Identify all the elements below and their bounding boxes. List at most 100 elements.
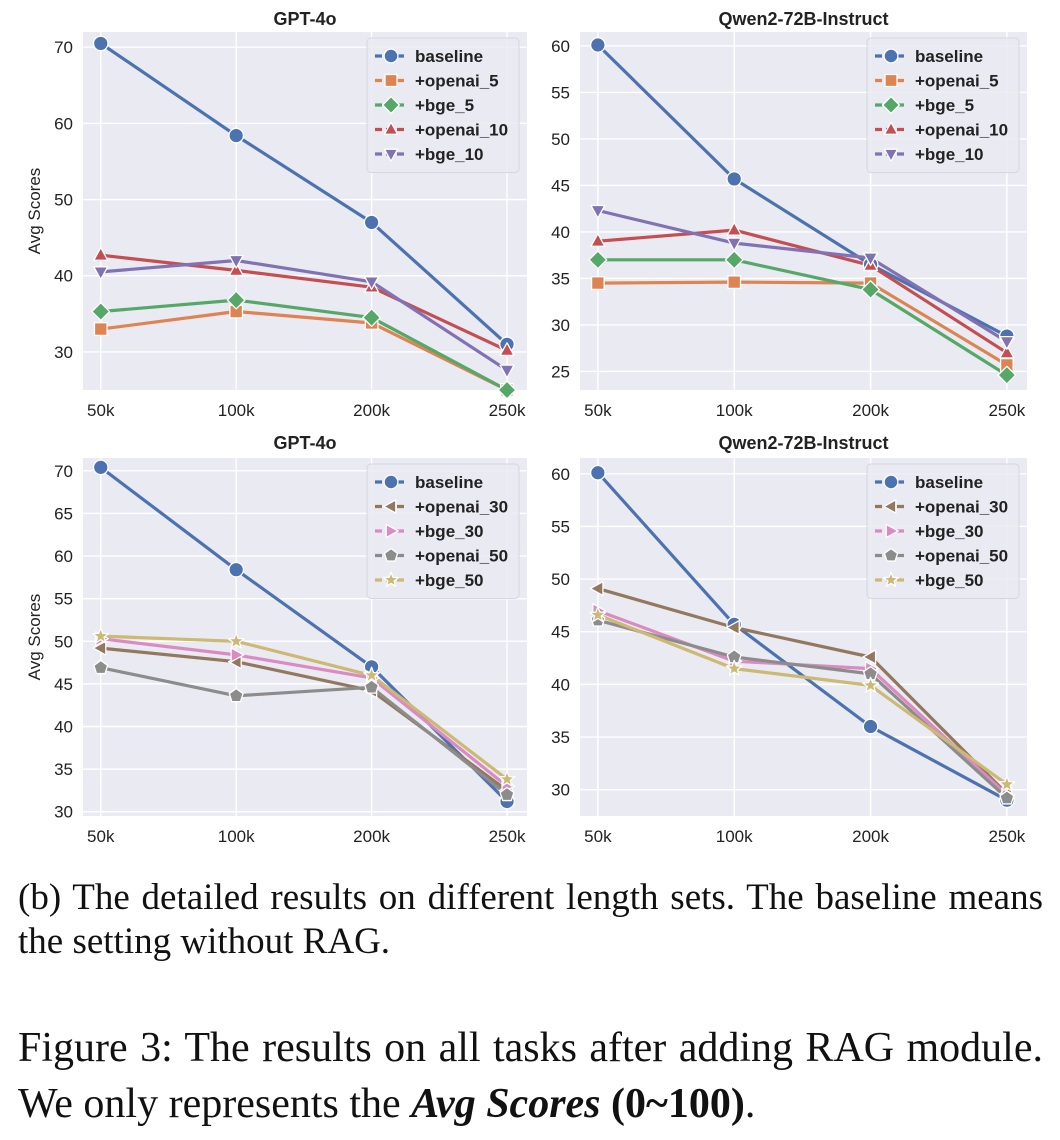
y-tick-label: 30	[54, 343, 73, 362]
legend-label-openai-10: +openai_10	[415, 121, 508, 140]
legend-marker-baseline	[383, 474, 399, 490]
legend-label-openai-5: +openai_5	[915, 72, 999, 91]
figure-caption-range: (0~100)	[611, 1081, 745, 1127]
series-line-baseline	[99, 465, 509, 804]
y-tick-label: 60	[551, 37, 570, 56]
legend-label-bge-30: +bge_30	[415, 522, 484, 541]
x-tick-label: 200k	[353, 401, 390, 420]
legend-label-baseline: baseline	[415, 473, 483, 492]
data-point-bge-50	[862, 676, 879, 693]
data-point-bge-50	[363, 666, 381, 683]
figure-caption-emphasis: Avg Scores	[411, 1081, 601, 1127]
y-tick-label: 45	[551, 176, 570, 195]
y-tick-label: 35	[551, 269, 570, 288]
data-point-baseline	[726, 171, 743, 187]
y-tick-label: 70	[54, 38, 73, 57]
data-point-bge-5	[91, 302, 111, 322]
series-line-bge-5	[99, 298, 509, 392]
chart-title: Qwen2-72B-Instruct	[718, 9, 888, 29]
y-tick-label: 40	[551, 675, 570, 694]
y-axis-label: Avg Scores	[25, 594, 44, 681]
data-point-openai-30	[726, 619, 740, 636]
x-tick-label: 250k	[489, 401, 526, 420]
y-tick-label: 60	[551, 465, 570, 484]
data-point-bge-5	[226, 290, 246, 310]
data-point-bge-10	[726, 237, 742, 252]
data-point-openai-30	[92, 640, 107, 656]
legend-label-bge-10: +bge_10	[415, 145, 484, 164]
x-tick-label: 100k	[218, 827, 255, 846]
data-point-bge-10	[499, 364, 515, 379]
y-tick-label: 60	[54, 547, 73, 566]
x-tick-label: 50k	[584, 401, 612, 420]
data-point-openai-50	[364, 679, 380, 694]
series-line-baseline	[99, 41, 509, 346]
data-point-openai-10	[499, 342, 515, 357]
data-point-bge-10	[862, 252, 879, 267]
chart-panel-2: 25 30 35 40 45 50 55 60 50k 100k 200k 250k Qwen2-72B…	[551, 9, 1027, 420]
data-point-openai-10	[590, 233, 606, 247]
legend-label-baseline: baseline	[415, 47, 483, 66]
y-tick-label: 50	[54, 191, 73, 210]
legend-label-openai-30: +openai_30	[415, 498, 508, 517]
legend-marker-openai-10	[883, 121, 899, 135]
data-point-bge-5	[724, 250, 744, 270]
legend-marker-bge-10	[383, 148, 399, 162]
y-tick-label: 30	[551, 316, 570, 335]
y-tick-label: 45	[54, 675, 73, 694]
data-point-openai-10	[228, 262, 244, 277]
legend-label-openai-10: +openai_10	[915, 121, 1008, 140]
subfigure-caption: (b) The detailed results on different le…	[18, 877, 1043, 962]
data-point-bge-50	[725, 659, 743, 676]
data-point-bge-50	[589, 606, 607, 623]
y-tick-label: 65	[54, 504, 73, 523]
data-point-bge-10	[364, 276, 380, 291]
chart-title: Qwen2-72B-Instruct	[718, 433, 888, 453]
data-point-bge-50	[92, 627, 110, 644]
data-point-openai-5	[727, 275, 742, 290]
legend-label-openai-50: +openai_50	[915, 547, 1008, 566]
y-tick-label: 55	[54, 590, 73, 609]
legend-marker-bge-50	[882, 571, 900, 587]
y-axis-label: Avg Scores	[25, 168, 44, 255]
y-tick-label: 50	[551, 570, 570, 589]
legend-box	[866, 37, 1020, 173]
y-tick-label: 70	[54, 462, 73, 481]
legend: baseline +openai_5 +bge_5 +openai_10 +bge_10	[866, 37, 1020, 173]
data-point-bge-10	[999, 335, 1015, 350]
legend-label-openai-30: +openai_30	[915, 498, 1008, 517]
series-line-openai-30	[596, 586, 1009, 796]
series-line-openai-50	[99, 666, 509, 797]
series-line-bge-5	[596, 258, 1009, 377]
data-point-baseline	[589, 464, 606, 481]
legend-label-bge-10: +bge_10	[915, 145, 984, 164]
y-tick-label: 35	[54, 760, 73, 779]
figure-panel: 30 40 50 60 70 50k 100k 200k 250k GPT-4o Avg Score…	[25, 9, 1027, 846]
series-line-bge-30	[99, 637, 509, 788]
data-point-openai-10	[726, 221, 742, 236]
legend-label-bge-5: +bge_5	[915, 96, 974, 115]
y-tick-label: 40	[54, 718, 73, 737]
legend-label-bge-50: +bge_50	[415, 571, 484, 590]
legend-label-openai-5: +openai_5	[415, 72, 499, 91]
series-line-openai-5	[99, 309, 509, 392]
y-tick-label: 60	[54, 114, 73, 133]
data-point-bge-50	[498, 770, 516, 787]
data-point-bge-5	[588, 250, 608, 270]
data-point-bge-10	[590, 204, 606, 219]
x-tick-label: 100k	[218, 401, 255, 420]
figure-caption: Figure 3: The results on all tasks after…	[18, 1020, 1043, 1132]
y-tick-label: 50	[551, 130, 570, 149]
y-tick-label: 40	[551, 223, 570, 242]
data-point-baseline	[589, 37, 606, 53]
x-tick-label: 50k	[87, 401, 115, 420]
legend-label-bge-30: +bge_30	[915, 522, 984, 541]
series-line-openai-5	[596, 280, 1009, 367]
data-point-baseline	[92, 35, 109, 52]
data-point-bge-50	[227, 632, 245, 649]
data-point-openai-30	[589, 580, 604, 597]
data-point-baseline	[92, 459, 109, 476]
legend-marker-bge-30	[885, 523, 899, 539]
series-line-bge-10	[596, 208, 1009, 344]
x-tick-label: 200k	[852, 827, 889, 846]
